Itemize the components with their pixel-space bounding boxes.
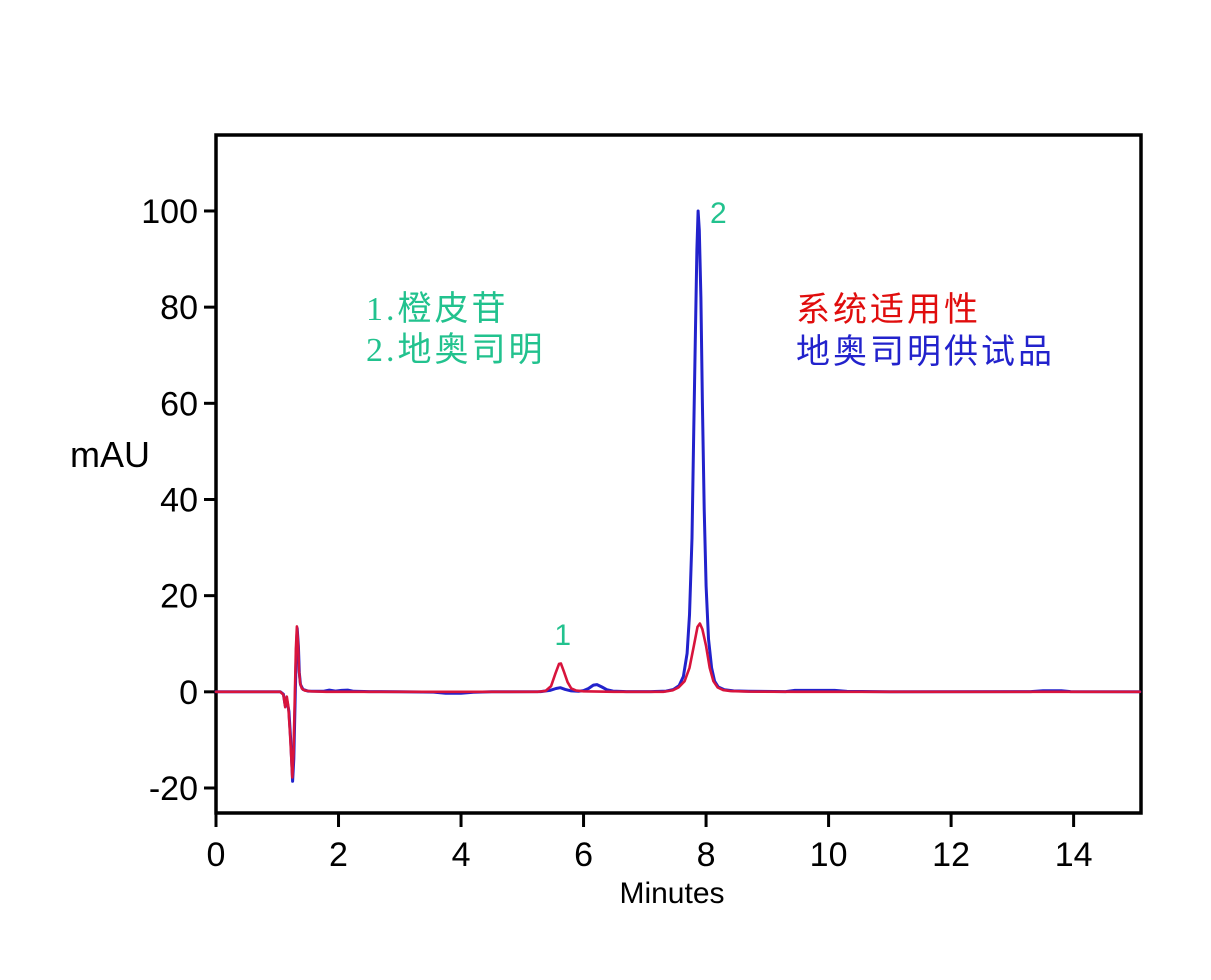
x-axis-ticks: [214, 813, 1076, 827]
x-tick-label: 8: [697, 836, 716, 874]
x-tick-label: 6: [574, 836, 593, 874]
x-tick-label: 10: [810, 836, 848, 874]
trace-sample-blue: [214, 209, 1142, 783]
trace-system-suitability-red: [214, 622, 1142, 779]
compound-legend-line2: 2.地奥司明: [366, 331, 546, 369]
x-axis-tick-labels: 0 2 4 6 8 10 12 14: [207, 836, 1093, 874]
y-tick-label: 20: [160, 578, 198, 616]
y-axis-title: mAU: [70, 434, 150, 475]
x-tick-label: 0: [207, 836, 226, 874]
x-tick-label: 12: [932, 836, 970, 874]
y-tick-label: 40: [160, 481, 198, 519]
trace-legend-sample: 地奥司明供试品: [796, 333, 1055, 371]
y-axis-tick-labels: -20 0 20 40 60 80 100: [141, 193, 198, 808]
x-tick-label: 2: [329, 836, 348, 874]
y-tick-label: 100: [141, 193, 198, 231]
peak-number-labels: 12: [554, 197, 726, 652]
y-tick-label: -20: [149, 770, 198, 808]
compound-legend-line1: 1.橙皮苷: [366, 290, 509, 328]
y-tick-label: 80: [160, 289, 198, 327]
x-axis-title: Minutes: [619, 877, 724, 910]
x-tick-label: 4: [452, 836, 471, 874]
plot-frame: [214, 133, 1143, 815]
peak-label-1: 1: [554, 619, 571, 652]
y-axis-ticks: [204, 209, 216, 790]
peak-label-2: 2: [710, 197, 727, 230]
y-tick-label: 60: [160, 385, 198, 423]
x-tick-label: 14: [1055, 836, 1093, 874]
trace-legend-system-suitability: 系统适用性: [796, 291, 981, 329]
y-tick-label: 0: [179, 674, 198, 712]
